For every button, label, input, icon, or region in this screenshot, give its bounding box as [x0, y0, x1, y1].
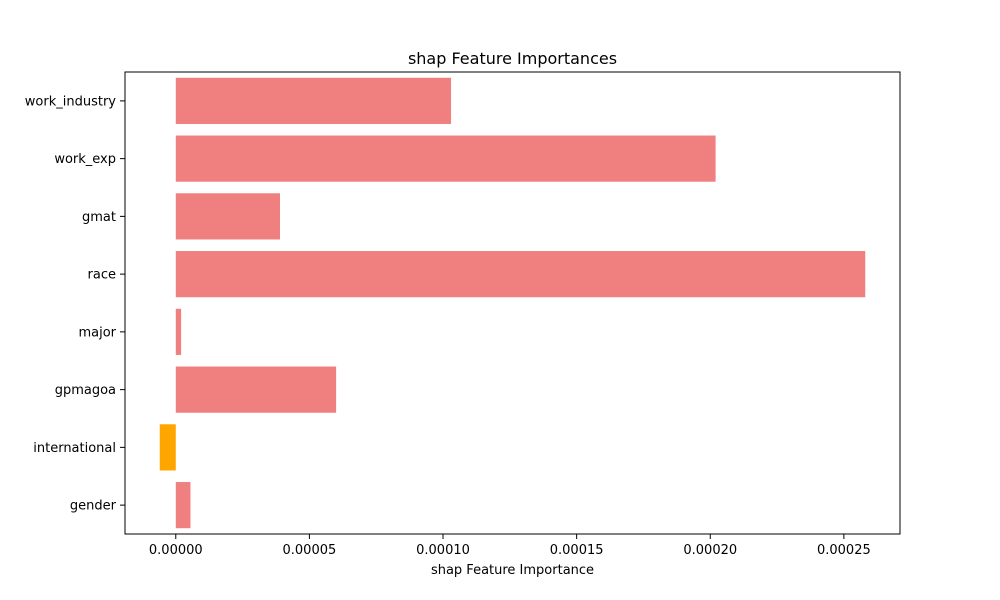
plot-frame [124, 71, 901, 535]
y-tick-label: international [33, 441, 116, 456]
bar-work_exp [175, 135, 716, 182]
x-axis-ticks: 0.00000 0.00005 0.00010 0.00015 0.00020 0.000… [149, 534, 871, 558]
y-tick-label: gender [70, 499, 117, 514]
x-tick-label: 0.00005 [283, 543, 337, 558]
x-tick-label: 0.00000 [149, 543, 203, 558]
x-tick-label: 0.00010 [416, 543, 470, 558]
y-tick-label: race [88, 268, 116, 283]
y-tick-label: gpmagoa [55, 383, 116, 398]
bar-gender [175, 482, 191, 529]
x-axis-label: shap Feature Importance [431, 563, 594, 578]
x-tick-label: 0.00025 [817, 543, 871, 558]
bar-gpmagoa [175, 366, 337, 413]
bar-international [159, 424, 176, 471]
bars-group [159, 77, 866, 529]
y-tick-label: major [78, 325, 116, 340]
bar-race [175, 251, 866, 298]
bar-gmat [175, 193, 280, 240]
bar-major [175, 308, 182, 355]
y-tick-label: work_industry [25, 94, 117, 109]
x-tick-label: 0.00015 [550, 543, 604, 558]
x-tick-label: 0.00020 [683, 543, 737, 558]
chart-title: shap Feature Importances [408, 49, 617, 68]
bar-work_industry [175, 77, 452, 124]
y-tick-label: work_exp [54, 152, 116, 167]
y-tick-label: gmat [82, 210, 116, 225]
